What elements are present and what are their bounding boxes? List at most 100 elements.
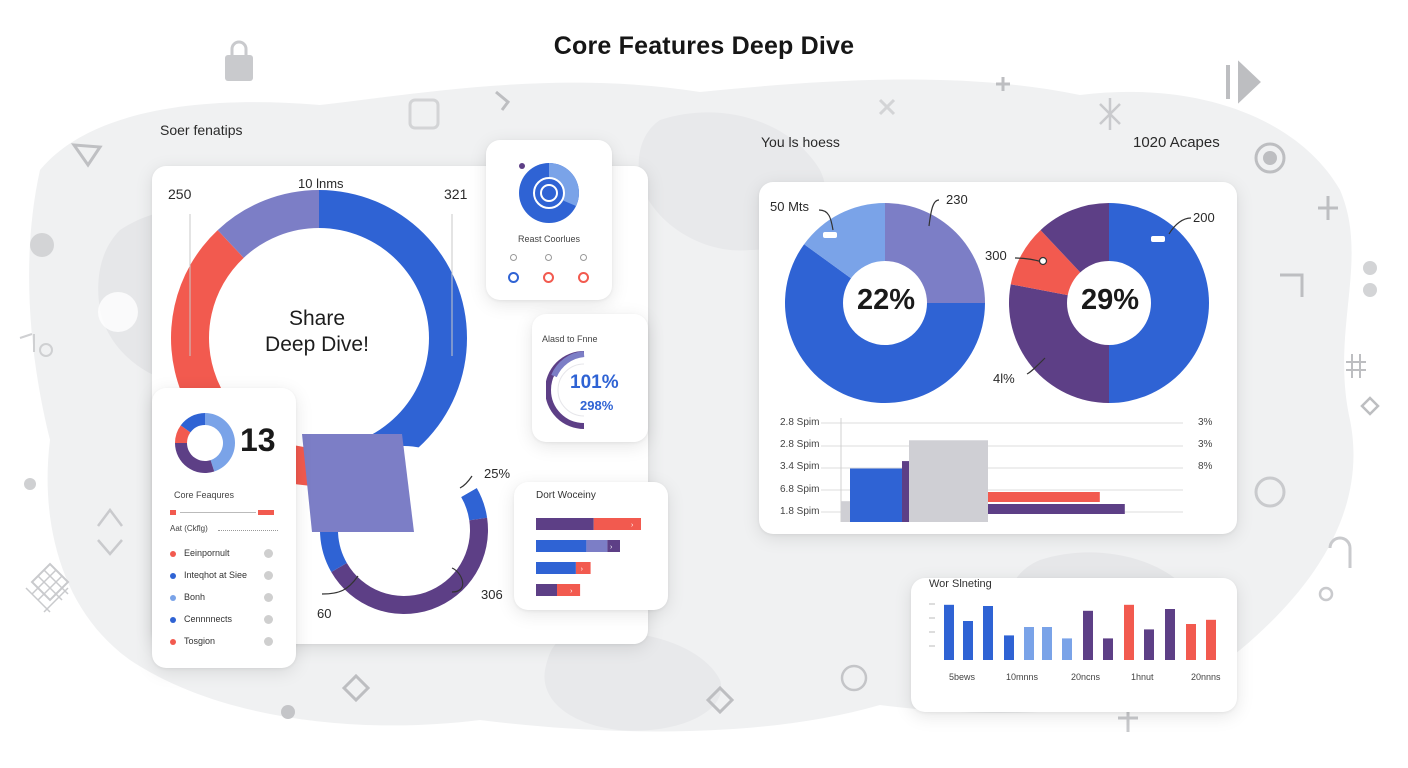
mini-donut-slice <box>175 425 191 443</box>
ring-center-line2: Deep Dive! <box>265 333 369 356</box>
legend-dot-icon <box>170 573 176 579</box>
hbar-segment <box>536 584 557 596</box>
row-label: 1.8 Spim <box>780 506 820 517</box>
left-header: Soer fenatips <box>160 122 243 138</box>
legend-toggle-icon[interactable] <box>264 549 273 558</box>
legend-dot-icon <box>170 639 176 645</box>
hbar-segment <box>586 540 608 552</box>
vbar-xlabel: 1hnut <box>1131 672 1154 682</box>
row-label: 2.8 Spim <box>780 417 820 428</box>
vbar-bar <box>983 606 993 660</box>
pie2-label-right: 200 <box>1193 210 1215 225</box>
legend-item[interactable]: Tosgion <box>170 636 280 650</box>
vbar-bar <box>1206 619 1216 660</box>
option-dot-empty[interactable] <box>545 254 552 261</box>
pie1-label-left: 50 Mts <box>770 199 810 214</box>
hbar-segment <box>593 518 641 530</box>
hbar-segment <box>536 518 594 530</box>
mixed-bar <box>841 501 851 522</box>
vertical-bar-chart <box>929 603 1216 660</box>
mini-donut-chart <box>175 413 235 473</box>
pie2-label-bottom: 4l% <box>993 371 1015 386</box>
hbar-title: Dort Woceiny <box>536 490 596 501</box>
gauge-value-1: 101% <box>570 372 619 393</box>
ring-label-tr: 321 <box>444 186 468 202</box>
right-header-right: 1020 Acapes <box>1133 134 1220 151</box>
mini-donut-slice <box>205 413 235 472</box>
vbar-bar <box>944 604 954 660</box>
gauge-card: Alasd to Fnne 101% 298% <box>532 314 648 442</box>
row-right-label: 8% <box>1198 461 1213 472</box>
pie1-label-top: 230 <box>946 192 968 207</box>
vbar-bar <box>1186 624 1196 660</box>
legend-item-label: Inteqhot at Siee <box>184 570 248 580</box>
row-right-label: 3% <box>1198 439 1213 450</box>
right-pies-chart <box>785 199 1209 522</box>
mixed-bar <box>902 461 909 522</box>
radio-red-icon[interactable] <box>543 272 554 283</box>
page-title: Core Features Deep Dive <box>553 32 855 60</box>
lower-ring-slice <box>461 488 488 521</box>
hbar-segment <box>557 584 581 596</box>
legend-dot-icon <box>170 551 176 557</box>
hbar-end-arrow: › <box>570 588 573 595</box>
hbar-segment <box>607 540 620 552</box>
option-dot-empty[interactable] <box>510 254 517 261</box>
legend-item-label: Eeinpornult <box>184 548 230 558</box>
mixed-bar <box>850 468 902 522</box>
target-ring-icon <box>519 163 579 223</box>
vbar-xlabel: 10mnns <box>1006 672 1039 682</box>
hbar-card: Dort Woceiny › › › › <box>514 482 668 610</box>
right-header-left: You ls hoess <box>761 134 840 150</box>
mixed-bar <box>988 504 1125 514</box>
option-dot-empty[interactable] <box>580 254 587 261</box>
share-ring-slice <box>217 190 319 258</box>
legend-item[interactable]: Inteqhot at Siee <box>170 570 280 584</box>
row-label: 3.4 Spim <box>780 461 820 472</box>
hbar-end-arrow: › <box>581 566 584 573</box>
vbar-bar <box>1165 609 1175 660</box>
legend-toggle-icon[interactable] <box>264 637 273 646</box>
radio-red-icon[interactable] <box>578 272 589 283</box>
vbar-bar <box>1042 627 1052 660</box>
ring-label-top: 10 lnms <box>298 176 344 191</box>
mini-donut-slice <box>180 413 205 433</box>
ring-center-text: Share Deep Dive! <box>222 306 412 358</box>
small-card-label: Reast Coorlues <box>517 234 581 244</box>
legend-sub: Aat (Ckflg) <box>170 524 208 533</box>
row-label: 2.8 Spim <box>780 439 820 450</box>
legend-dotted-line <box>218 530 278 531</box>
vbar-bar <box>1083 610 1093 660</box>
vbar-xlabel: 5bews <box>949 672 976 682</box>
vbar-bar <box>963 621 973 660</box>
lower-ring-slice <box>386 446 477 497</box>
legend-item[interactable]: Bonh <box>170 592 280 606</box>
legend-toggle-icon[interactable] <box>264 615 273 624</box>
ring-shadow-band <box>302 434 414 532</box>
legend-big-number: 13 <box>240 422 276 458</box>
legend-item[interactable]: Cennnnects <box>170 614 280 628</box>
vbar-xlabel: 20nnns <box>1191 672 1221 682</box>
vbar-bar <box>1062 638 1072 660</box>
vbar-bar <box>1144 629 1154 660</box>
legend-marker-red-end <box>258 510 274 515</box>
share-ring-slice <box>319 190 467 486</box>
mixed-bar <box>909 440 988 522</box>
legend-item-label: Tosgion <box>184 636 216 646</box>
hbar-segment <box>536 540 587 552</box>
legend-marker-red <box>170 510 176 515</box>
legend-dot-icon <box>170 617 176 623</box>
vbar-bar <box>1103 638 1113 660</box>
pie2-center: 29% <box>1080 284 1140 316</box>
legend-item[interactable]: Eeinpornult <box>170 548 280 562</box>
gauge-arc <box>546 351 585 429</box>
hbar-segment <box>536 562 576 574</box>
legend-toggle-icon[interactable] <box>264 593 273 602</box>
legend-toggle-icon[interactable] <box>264 571 273 580</box>
mixed-bar <box>988 492 1100 502</box>
radio-blue-icon[interactable] <box>508 272 519 283</box>
ring-label-tl: 250 <box>168 186 192 202</box>
pie2-label-left: 300 <box>985 248 1007 263</box>
gauge-label: Alasd to Fnne <box>542 334 598 344</box>
legend-card: 13 Core Feaqures Aat (Ckflg) Eeinpornult… <box>152 388 296 668</box>
